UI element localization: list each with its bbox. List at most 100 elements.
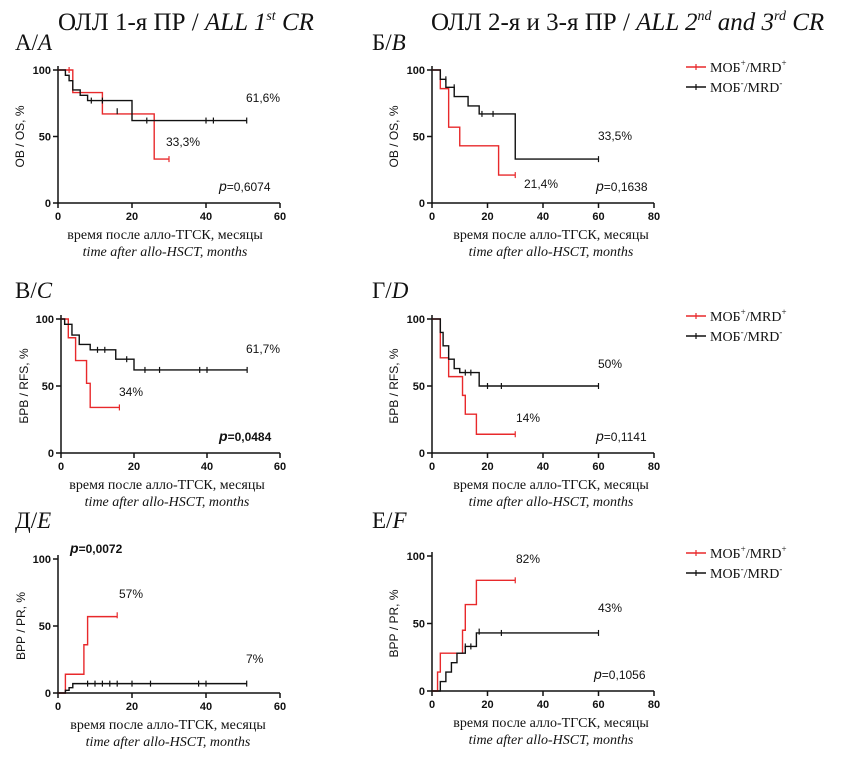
x-tick-label: 40	[537, 461, 549, 473]
panel-F: Е/F 0 50 100 0 20 40 60 80 ВРР / PR, % время после…	[372, 508, 660, 748]
y-tick-label: 0	[45, 688, 51, 700]
y-tick-label: 100	[407, 65, 425, 77]
x-tick-label: 60	[274, 211, 286, 223]
panel-label-E: Д/E	[15, 508, 51, 533]
x-axis-label: время после алло-ТГСК, месяцы	[453, 716, 649, 731]
percent-annotation: 61,6%	[246, 91, 280, 105]
percent-annotation: 14%	[516, 411, 540, 425]
y-tick-label: 0	[419, 448, 425, 460]
x-axis-label-en: time after allo-HSCT, months	[469, 495, 634, 510]
series-line-red	[432, 69, 516, 176]
panel-E: Д/E 0 50 100 0 20 40 60 ВРР / PR, % время после а…	[14, 508, 286, 750]
x-tick-label: 40	[537, 699, 549, 711]
panel-B: Б/B 0 50 100 0 20 40 60 80 ОВ / OS, % время после …	[372, 30, 660, 260]
x-tick-label: 80	[648, 699, 660, 711]
panel-label-B: Б/B	[372, 30, 406, 55]
series-line-black	[58, 682, 247, 694]
y-tick-label: 100	[33, 65, 51, 77]
percent-annotation: 61,7%	[246, 342, 280, 356]
y-axis-label: ВРР / PR, %	[387, 589, 401, 657]
percent-annotation: 50%	[598, 357, 622, 371]
y-tick-label: 0	[419, 686, 425, 698]
x-tick-label: 20	[126, 211, 138, 223]
p-value: p=0,1056	[593, 666, 646, 682]
panel-A: А/A 0 50 100 0 20 40 60 ОВ / OS, % время после ал…	[13, 30, 286, 260]
x-tick-label: 20	[481, 211, 493, 223]
y-tick-label: 50	[413, 132, 425, 144]
y-tick-label: 100	[407, 551, 425, 563]
x-axis-label: время после алло-ТГСК, месяцы	[453, 478, 649, 493]
x-axis-label-en: time after allo-HSCT, months	[86, 735, 251, 750]
y-axis-label: ОВ / OS, %	[13, 105, 27, 167]
x-axis-label: время после алло-ТГСК, месяцы	[453, 228, 649, 243]
p-value: p=0,1638	[595, 178, 648, 194]
percent-annotation: 43%	[598, 601, 622, 615]
x-axis-label-en: time after allo-HSCT, months	[85, 495, 250, 510]
x-axis-label: время после алло-ТГСК, месяцы	[69, 478, 265, 493]
y-tick-label: 0	[48, 448, 54, 460]
x-tick-label: 20	[481, 461, 493, 473]
legend-label-black: МОБ-/MRD-	[710, 564, 782, 582]
y-tick-label: 0	[45, 198, 51, 210]
x-tick-label: 40	[200, 211, 212, 223]
x-tick-label: 0	[55, 211, 61, 223]
y-tick-label: 50	[413, 381, 425, 393]
x-axis-label-en: time after allo-HSCT, months	[469, 245, 634, 260]
x-tick-label: 20	[128, 461, 140, 473]
x-tick-label: 0	[429, 461, 435, 473]
percent-annotation: 7%	[246, 652, 264, 666]
series-line-red	[61, 318, 120, 409]
percent-annotation: 33,5%	[598, 129, 632, 143]
x-tick-label: 20	[126, 701, 138, 713]
panel-D: Г/D 0 50 100 0 20 40 60 80 БРВ / RFS, % время посл…	[372, 278, 660, 510]
percent-annotation: 82%	[516, 552, 540, 566]
legend-2: МОБ+/MRD+ МОБ-/MRD-	[686, 544, 787, 582]
panel-label-F: Е/F	[372, 508, 407, 533]
x-tick-label: 0	[429, 211, 435, 223]
x-tick-label: 60	[592, 461, 604, 473]
percent-annotation: 57%	[119, 587, 143, 601]
y-axis-label: БРВ / RFS, %	[387, 348, 401, 424]
x-tick-label: 40	[201, 461, 213, 473]
series-line-black	[61, 318, 248, 371]
series-line-black	[432, 69, 599, 160]
y-tick-label: 50	[42, 381, 54, 393]
x-tick-label: 60	[274, 701, 286, 713]
x-axis-label-en: time after allo-HSCT, months	[83, 245, 248, 260]
y-tick-label: 50	[39, 621, 51, 633]
y-axis-label: ВРР / PR, %	[14, 592, 28, 660]
percent-annotation: 33,3%	[166, 135, 200, 149]
x-tick-label: 20	[481, 699, 493, 711]
y-tick-label: 100	[36, 314, 54, 326]
p-value: p=0,0484	[218, 428, 272, 444]
legend-label-red: МОБ+/MRD+	[710, 544, 787, 562]
series-line-red	[432, 318, 516, 435]
x-tick-label: 60	[592, 211, 604, 223]
legend-label-black: МОБ-/MRD-	[710, 327, 782, 345]
series-line-black	[432, 318, 599, 387]
x-tick-label: 80	[648, 461, 660, 473]
percent-annotation: 21,4%	[524, 177, 558, 191]
x-tick-label: 40	[200, 701, 212, 713]
panel-label-A: А/A	[15, 30, 53, 55]
x-axis-label-en: time after allo-HSCT, months	[469, 733, 634, 748]
left-column-heading: ОЛЛ 1-я ПР / ALL 1st CR	[58, 9, 314, 36]
x-tick-label: 60	[592, 699, 604, 711]
y-axis-label: БРВ / RFS, %	[17, 348, 31, 424]
legend-label-red: МОБ+/MRD+	[710, 58, 787, 76]
x-axis-label: время после алло-ТГСК, месяцы	[67, 228, 263, 243]
legend-0: МОБ+/MRD+ МОБ-/MRD-	[686, 58, 787, 96]
x-tick-label: 0	[55, 701, 61, 713]
panel-label-C: В/C	[15, 278, 53, 303]
y-tick-label: 0	[419, 198, 425, 210]
y-axis-label: ОВ / OS, %	[387, 105, 401, 167]
series-line-red	[58, 69, 169, 160]
series-line-black	[432, 632, 599, 692]
percent-annotation: 34%	[119, 385, 143, 399]
y-tick-label: 50	[413, 619, 425, 631]
x-axis-label: время после алло-ТГСК, месяцы	[70, 718, 266, 733]
x-tick-label: 80	[648, 211, 660, 223]
p-value: p=0,0072	[69, 540, 123, 556]
x-tick-label: 0	[58, 461, 64, 473]
legend-1: МОБ+/MRD+ МОБ-/MRD-	[686, 307, 787, 345]
